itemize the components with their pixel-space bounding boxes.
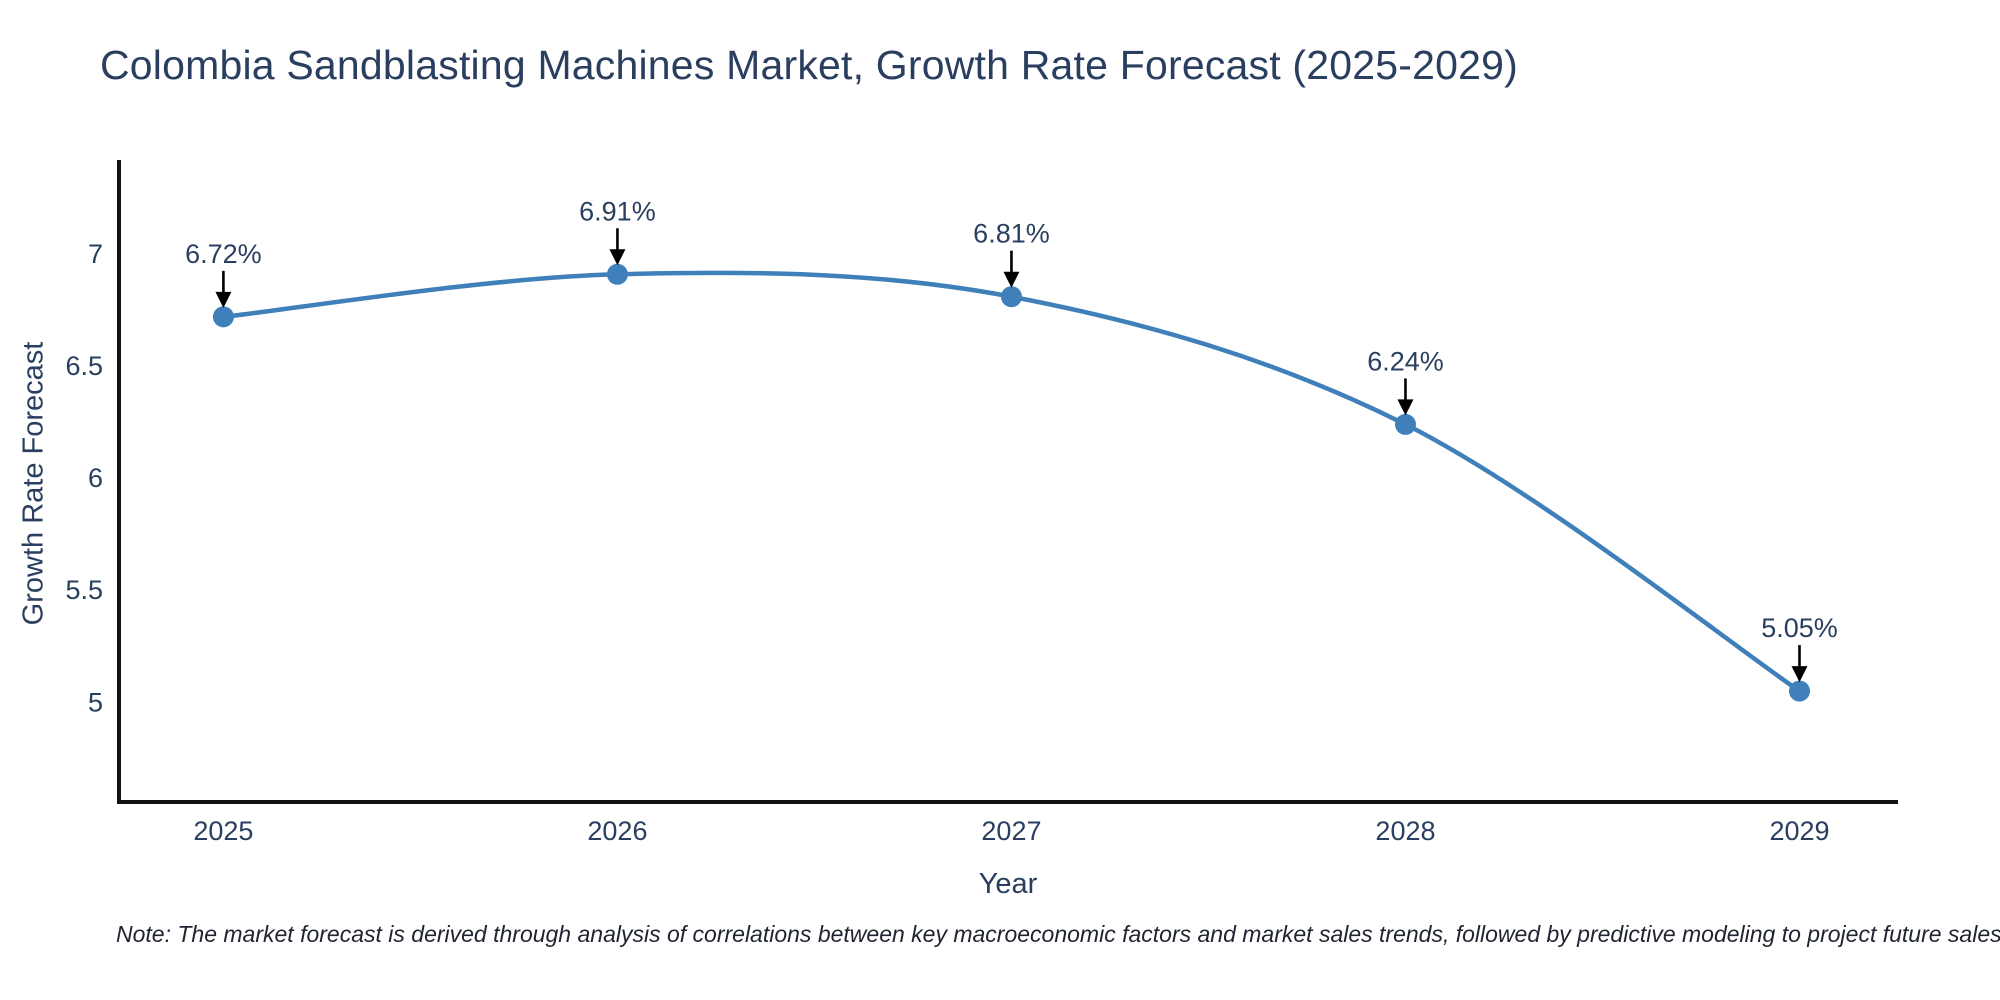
x-tick-label: 2026 <box>587 816 647 846</box>
data-point-label: 6.81% <box>973 219 1050 249</box>
annotation-arrowhead <box>1003 271 1020 288</box>
x-tick-label: 2029 <box>1769 816 1829 846</box>
x-tick-label: 2027 <box>981 816 1041 846</box>
y-tick-label: 6.5 <box>65 351 103 381</box>
data-point-marker <box>1394 413 1416 435</box>
y-tick-label: 5 <box>88 687 103 717</box>
x-tick-label: 2028 <box>1375 816 1435 846</box>
data-point-marker <box>1000 286 1022 308</box>
y-axis-title: Growth Rate Forecast <box>17 341 50 626</box>
annotation-arrowhead <box>609 249 626 266</box>
data-point-label: 5.05% <box>1761 613 1838 643</box>
data-point-label: 6.72% <box>185 239 262 269</box>
x-axis-title: Year <box>978 868 1038 900</box>
annotation-arrowhead <box>1791 666 1808 683</box>
annotation-arrowhead <box>1397 399 1414 416</box>
annotation-arrowhead <box>215 291 232 308</box>
data-point-label: 6.24% <box>1367 346 1444 376</box>
y-tick-label: 5.5 <box>65 575 103 605</box>
data-point-marker <box>1788 680 1810 702</box>
series-line <box>223 270 1801 693</box>
y-tick-label: 7 <box>88 239 103 269</box>
data-point-marker <box>606 263 628 285</box>
y-tick-label: 6 <box>88 463 103 493</box>
data-point-marker <box>212 306 234 328</box>
data-point-label: 6.91% <box>579 196 656 226</box>
chart-title: Colombia Sandblasting Machines Market, G… <box>100 42 1518 88</box>
footnote: Note: The market forecast is derived thr… <box>116 921 2000 947</box>
x-tick-label: 2025 <box>193 816 253 846</box>
